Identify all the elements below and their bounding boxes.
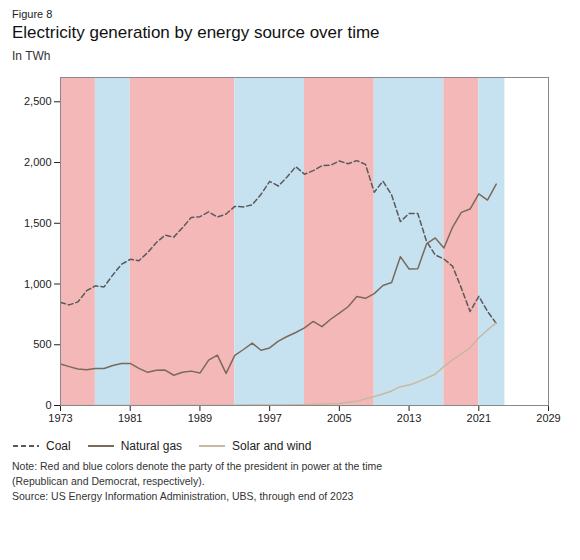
svg-text:2013: 2013 [397, 412, 421, 424]
svg-text:1997: 1997 [257, 412, 281, 424]
svg-text:1,500: 1,500 [24, 217, 52, 229]
html-text:In TWh: In TWh [12, 49, 51, 63]
svg-text:1973: 1973 [48, 412, 72, 424]
svg-text:2021: 2021 [467, 412, 491, 424]
html-text:Electricity generation by ener: Electricity generation by energy source … [12, 23, 380, 42]
svg-text:1,000: 1,000 [24, 278, 52, 290]
svg-text:2029: 2029 [536, 412, 560, 424]
html-text:Natural gas: Natural gas [120, 439, 183, 453]
svg-text:0: 0 [45, 399, 51, 411]
svg-text:1981: 1981 [118, 412, 142, 424]
html-text:Note: Red and blue colors deno: Note: Red and blue colors denote the par… [12, 460, 383, 503]
html-text:Coal: Coal [46, 439, 71, 453]
svg-text:2,500: 2,500 [24, 95, 52, 107]
svg-text:2005: 2005 [327, 412, 351, 424]
html-text:Solar and wind: Solar and wind [232, 439, 312, 453]
svg-text:500: 500 [33, 338, 51, 350]
html-text:Figure 8: Figure 8 [12, 8, 53, 20]
svg-text:1989: 1989 [188, 412, 212, 424]
svg-text:2,000: 2,000 [24, 156, 52, 168]
